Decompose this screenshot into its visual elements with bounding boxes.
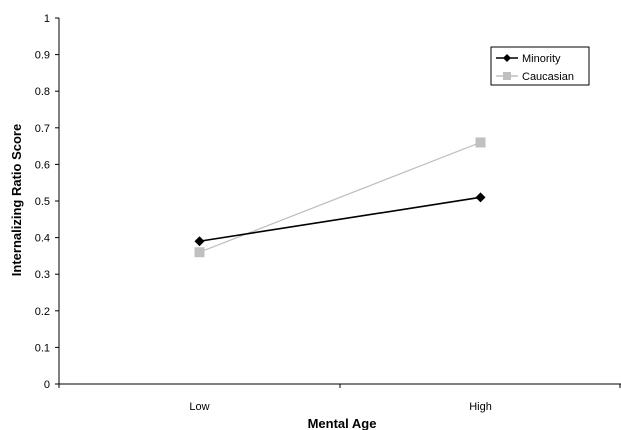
x-axis-title: Mental Age — [308, 416, 377, 430]
legend-marker-caucasian — [503, 72, 511, 80]
series-line-caucasian — [199, 141, 481, 253]
data-point-minority — [475, 192, 486, 203]
y-tick-label: 0.1 — [35, 342, 50, 354]
data-point-minority — [194, 236, 205, 247]
data-point-caucasian — [194, 247, 205, 258]
y-tick-label: 0.8 — [35, 86, 50, 98]
y-axis: 0 0.1 0.2 0.3 0.4 0.5 0.6 0.7 0.8 0.9 1 — [35, 13, 60, 391]
y-tick-label: 0.9 — [35, 50, 50, 62]
x-axis: Low High — [58, 383, 621, 413]
legend-item-minority: Minority — [496, 53, 561, 65]
y-tick-label: 0.7 — [35, 123, 50, 135]
series-line-minority — [199, 196, 481, 243]
y-tick-label: 0.6 — [35, 159, 50, 171]
y-tick-label: 1 — [44, 13, 50, 25]
y-tick-label: 0.2 — [35, 306, 50, 318]
legend-label-minority: Minority — [522, 53, 561, 65]
legend-label-caucasian: Caucasian — [522, 71, 574, 83]
x-tick-label: Low — [189, 401, 209, 413]
legend: Minority Caucasian — [490, 46, 590, 86]
x-tick-label: High — [469, 401, 492, 413]
legend-marker-minority — [503, 54, 511, 62]
y-axis-title: Internalizing Ratio Score — [9, 124, 24, 276]
data-point-caucasian — [475, 137, 486, 148]
plot-series — [194, 137, 486, 258]
y-tick-label: 0 — [44, 379, 50, 391]
legend-item-caucasian: Caucasian — [496, 71, 574, 83]
y-tick-label: 0.3 — [35, 269, 50, 281]
y-tick-label: 0.4 — [35, 233, 50, 245]
y-tick-label: 0.5 — [35, 196, 50, 208]
